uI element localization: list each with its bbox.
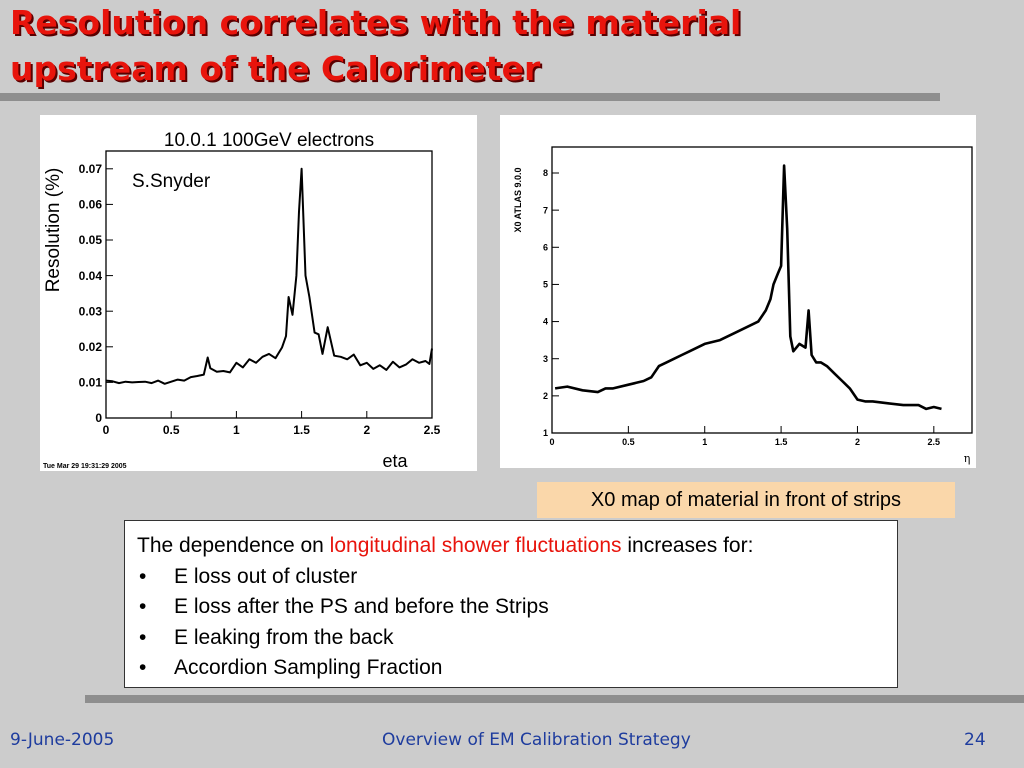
author-annotation: S.Snyder: [132, 171, 211, 192]
list-item: E loss after the PS and before the Strip…: [137, 592, 885, 623]
y-tick-label: 1: [543, 428, 548, 438]
x-tick-label: 0: [549, 437, 554, 447]
intro-text: The dependence on: [137, 534, 330, 557]
slide-title-line-1: Resolution correlates with the material: [10, 3, 742, 42]
list-item: E loss out of cluster: [137, 562, 885, 593]
chart-title: 10.0.1 100GeV electrons: [164, 130, 374, 151]
y-axis-label: Resolution (%): [43, 168, 64, 293]
x-axis-label: eta: [382, 451, 408, 471]
x0-chart: 0 0.5 1 1.5 2 2.5 1 2 3 4 5 6 7 8 X0 ATLAS 9.0.0 η: [513, 146, 973, 465]
slide-title-line-2: upstream of the Calorimeter: [10, 49, 541, 88]
x-tick-label: 1.5: [293, 423, 310, 437]
x-tick-label: 1: [233, 423, 240, 437]
footer-title: Overview of EM Calibration Strategy: [382, 730, 691, 750]
footer-divider: [85, 695, 1024, 703]
x-tick-label: 2.5: [424, 423, 441, 437]
resolution-chart: 0 0.5 1 1.5 2 2.5 0 0.01 0.02 0.03 0.04 0.05 0.06 0.0…: [43, 130, 441, 471]
y-tick-label: 0.02: [79, 340, 103, 354]
y-tick-label: 0.03: [79, 304, 103, 318]
data-line: [554, 164, 942, 411]
y-tick-label: 4: [543, 317, 548, 327]
y-tick-label: 0: [95, 411, 102, 425]
x0-chart-panel: 0 0.5 1 1.5 2 2.5 1 2 3 4 5 6 7 8 X0 ATLAS 9.0.0 η: [500, 115, 976, 468]
x-tick-label: 0: [103, 423, 110, 437]
x-tick-label: 1: [702, 437, 707, 447]
footer-page-number: 24: [964, 730, 986, 750]
x-tick-label: 0.5: [622, 437, 635, 447]
y-tick-label: 0.04: [79, 269, 103, 283]
dependence-list: E loss out of cluster E loss after the P…: [137, 562, 885, 684]
x-tick-label: 1.5: [775, 437, 788, 447]
y-tick-label: 3: [543, 354, 548, 364]
data-line: [105, 167, 433, 385]
dependence-textbox: The dependence on longitudinal shower fl…: [124, 520, 898, 688]
y-tick-label: 0.05: [79, 233, 103, 247]
y-tick-label: 0.06: [79, 198, 103, 212]
intro-highlight: longitudinal shower fluctuations: [329, 534, 622, 557]
plot-frame: [551, 146, 973, 434]
x-tick-label: 2: [363, 423, 370, 437]
y-tick-label: 6: [543, 242, 548, 252]
list-item: Accordion Sampling Fraction: [137, 653, 885, 684]
x0-caption: X0 map of material in front of strips: [537, 482, 955, 518]
x-axis-label: η: [964, 452, 971, 465]
intro-tail: increases for:: [621, 534, 754, 557]
y-tick-label: 7: [543, 205, 548, 215]
plot-frame: [105, 150, 433, 419]
y-tick-label: 0.01: [79, 376, 103, 390]
y-axis-label: X0 ATLAS 9.0.0: [513, 167, 523, 232]
y-tick-label: 0.07: [79, 162, 103, 176]
list-item: E leaking from the back: [137, 623, 885, 654]
resolution-chart-panel: 0 0.5 1 1.5 2 2.5 0 0.01 0.02 0.03 0.04 0.05 0.06 0.0…: [40, 115, 477, 471]
timestamp: Tue Mar 29 19:31:29 2005: [43, 463, 127, 470]
footer-date: 9-June-2005: [10, 730, 115, 750]
title-divider: [0, 93, 940, 101]
x-tick-label: 2: [855, 437, 860, 447]
slide-title: Resolution correlates with the material …: [10, 0, 741, 92]
dependence-intro: The dependence on longitudinal shower fl…: [137, 531, 885, 562]
x-tick-label: 2.5: [928, 437, 941, 447]
y-tick-label: 5: [543, 280, 548, 290]
x-tick-label: 0.5: [163, 423, 180, 437]
y-tick-label: 2: [543, 391, 548, 401]
y-tick-label: 8: [543, 168, 548, 178]
